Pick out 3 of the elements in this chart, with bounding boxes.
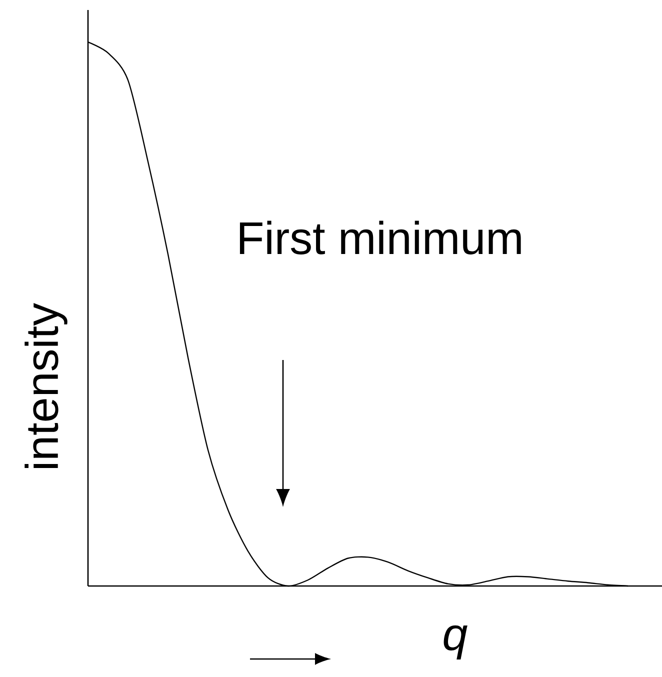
x-axis-title: q — [444, 625, 468, 660]
annotation: First minimum — [240, 220, 521, 254]
y-axis-title: intensity — [24, 303, 68, 468]
